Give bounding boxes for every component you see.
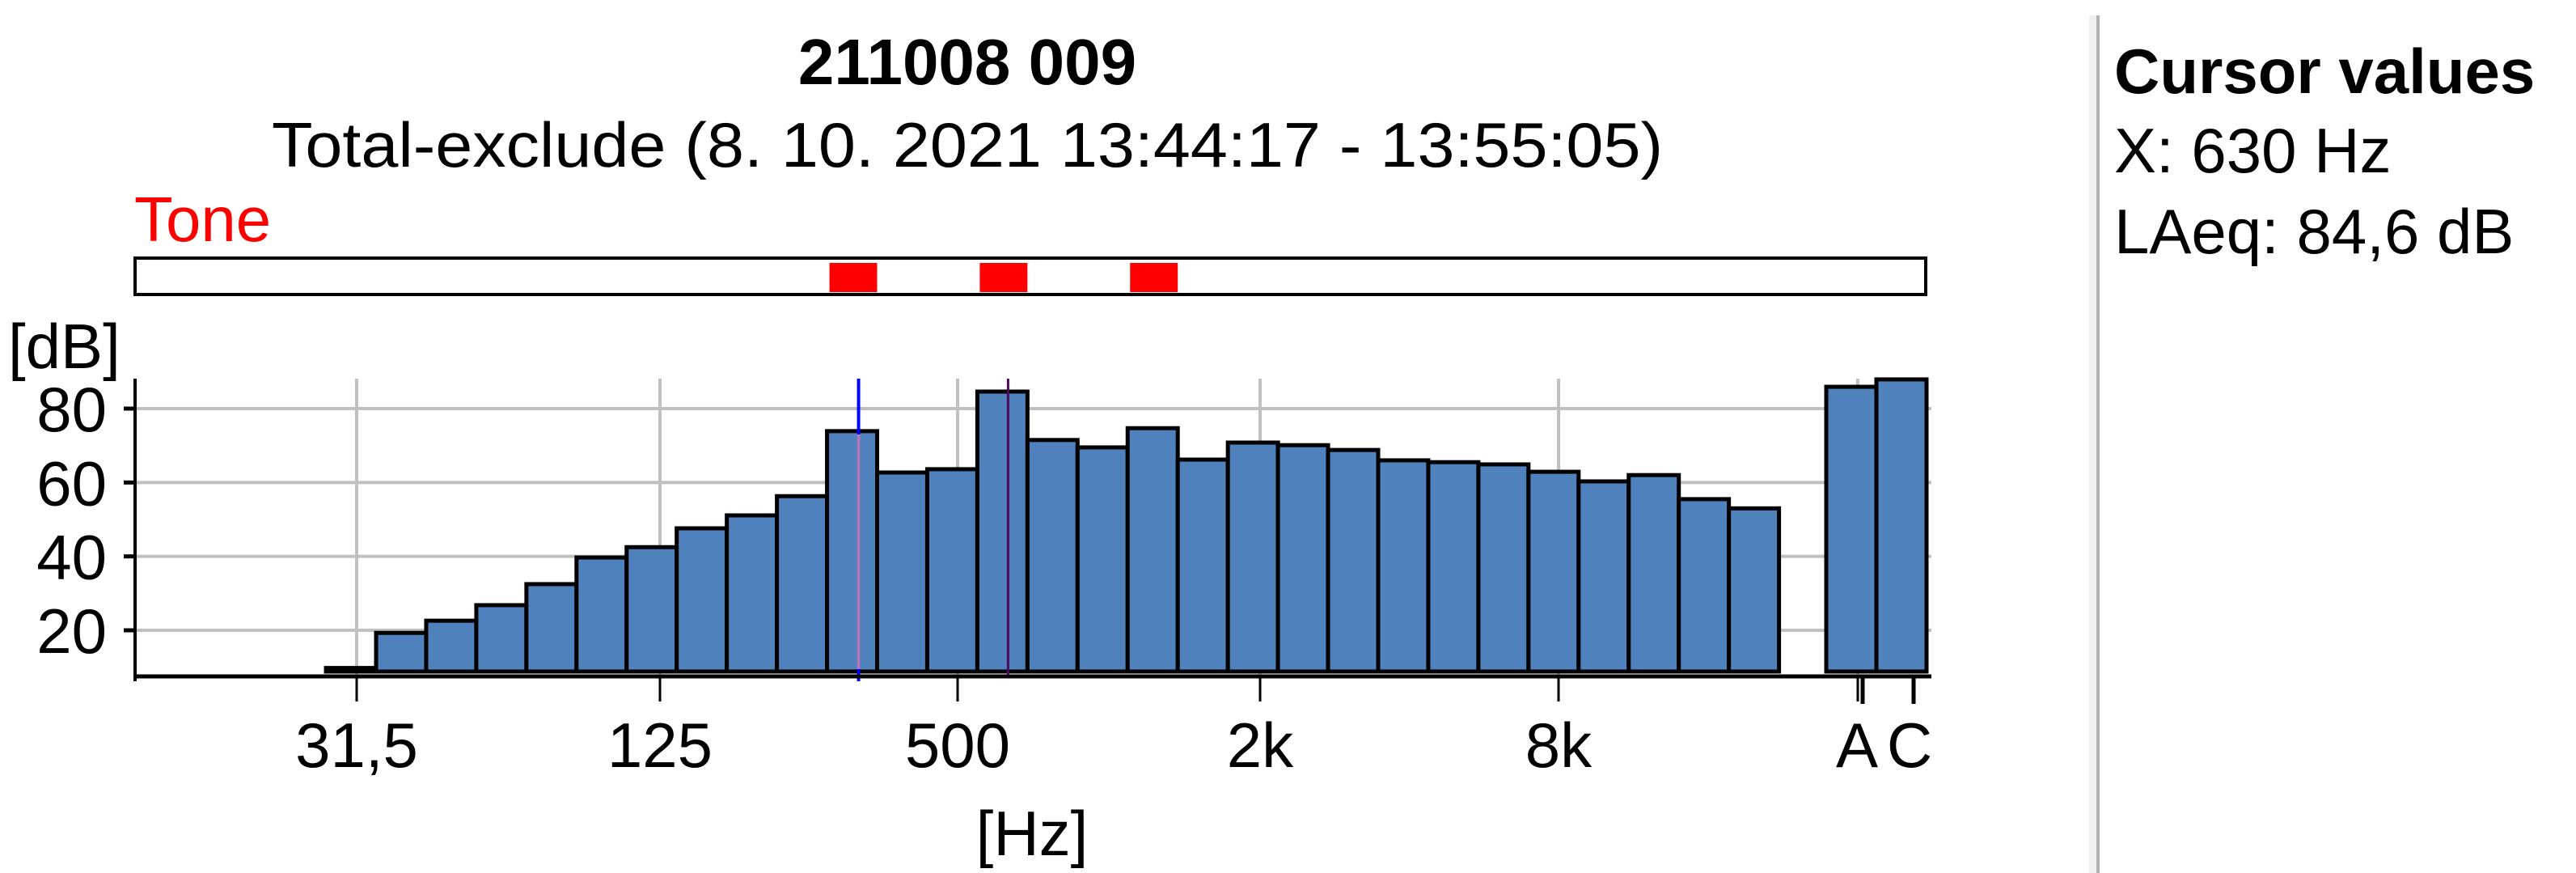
x-axis-label: [Hz] — [976, 798, 1089, 869]
x-tick-label: 2k — [1227, 710, 1294, 781]
bar-1k — [1075, 445, 1130, 674]
x-tick-label: A — [1836, 710, 1878, 781]
bar-total-A — [1824, 384, 1879, 674]
bar-125 — [624, 545, 679, 674]
x-tick-label: 31,5 — [295, 710, 418, 781]
bar-200 — [725, 513, 780, 674]
bar-630 — [975, 389, 1030, 674]
y-tick-label: 40 — [36, 522, 107, 593]
bar-3,15k — [1326, 447, 1381, 674]
tone-mark-630 — [979, 263, 1028, 292]
bar-250 — [775, 494, 830, 674]
x-tick-label: 500 — [905, 710, 1010, 781]
bar-500 — [924, 467, 979, 674]
bar-12,5k — [1626, 473, 1681, 674]
bar-400 — [875, 470, 929, 674]
bar-800 — [1025, 438, 1080, 674]
bar-16k — [1677, 497, 1732, 674]
bar-total-C — [1874, 377, 1929, 674]
bar-160 — [675, 526, 730, 674]
tone-mark-315 — [829, 263, 878, 292]
chart-subtitle: Total-exclude (8. 10. 2021 13:44:17 - 13… — [272, 109, 1663, 180]
panel-splitter[interactable] — [2089, 15, 2100, 873]
y-axis-label: [dB] — [8, 311, 121, 382]
bar-2k — [1225, 440, 1280, 674]
cursor-values-panel: Cursor values X: 630 Hz LAeq: 84,6 dB — [2114, 32, 2535, 272]
cursor-level-value: LAeq: 84,6 dB — [2114, 196, 2515, 267]
bar-63 — [474, 603, 529, 674]
bar-100 — [574, 555, 629, 674]
y-tick-label: 60 — [36, 447, 107, 519]
bar-8k — [1526, 469, 1581, 674]
bar-31,5 — [324, 666, 379, 674]
bar-80 — [524, 582, 579, 674]
x-tick-label: 125 — [607, 710, 713, 781]
x-tick-label: C — [1887, 710, 1932, 781]
x-tick-label: 8k — [1525, 710, 1593, 781]
cursor-values-title: Cursor values — [2114, 36, 2536, 107]
bar-315 — [825, 429, 879, 674]
bar-1,6k — [1175, 457, 1230, 674]
y-tick-label: 80 — [36, 374, 107, 445]
bar-2,5k — [1275, 443, 1330, 674]
tone-mark-1,25k — [1130, 263, 1178, 292]
bar-20k — [1727, 506, 1782, 674]
bar-1,25k — [1125, 426, 1180, 674]
bar-4k — [1376, 458, 1431, 674]
tone-strip — [133, 256, 1927, 296]
y-tick-label: 20 — [36, 595, 107, 667]
chart-title: 211008 009 — [798, 26, 1136, 98]
bar-40 — [374, 630, 429, 674]
tone-label: Tone — [134, 184, 271, 255]
bar-10k — [1576, 479, 1631, 674]
bar-50 — [424, 618, 479, 674]
cursor-x-value: X: 630 Hz — [2114, 115, 2392, 186]
bar-5k — [1426, 460, 1481, 674]
bar-6,3k — [1476, 462, 1531, 674]
